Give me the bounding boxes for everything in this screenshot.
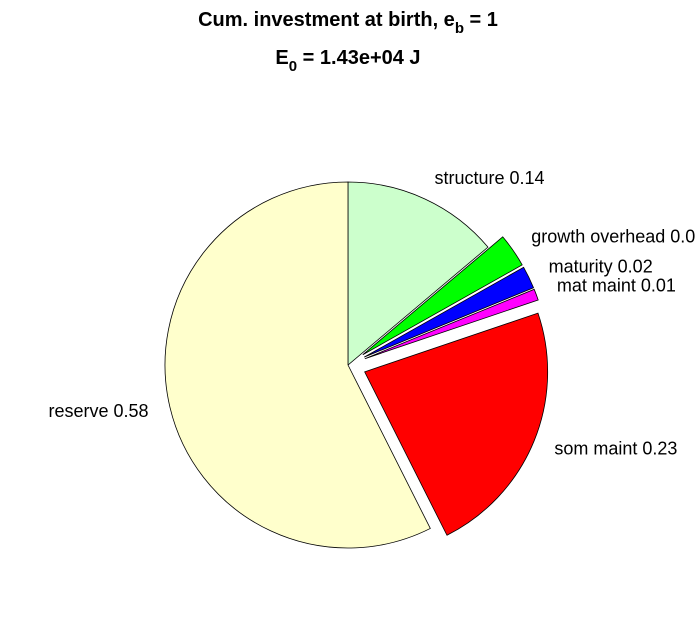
slice-label: maturity 0.02	[549, 257, 653, 277]
pie-slice	[362, 236, 523, 356]
pie-slice	[347, 181, 489, 366]
pie-slice	[364, 288, 539, 360]
slice-label: structure 0.14	[434, 168, 544, 188]
slice-label: som maint 0.23	[554, 438, 677, 458]
chart-title: Cum. investment at birth, eb = 1	[198, 9, 498, 37]
pie-slice	[164, 181, 431, 549]
title-tail: = 1	[464, 9, 498, 31]
pie-slice	[364, 266, 535, 358]
subtitle-tail: = 1.43e+04 J	[297, 47, 420, 69]
slice-label: reserve 0.58	[49, 401, 149, 421]
chart-subtitle: E0 = 1.43e+04 J	[275, 47, 420, 75]
pie-slice	[364, 312, 548, 536]
subtitle-text: E	[275, 47, 288, 69]
slice-label: growth overhead 0.03	[531, 227, 696, 247]
title-sub: b	[455, 20, 464, 37]
slice-label: mat maint 0.01	[557, 276, 676, 296]
subtitle-sub: 0	[289, 58, 297, 75]
title-text: Cum. investment at birth, e	[198, 9, 455, 31]
